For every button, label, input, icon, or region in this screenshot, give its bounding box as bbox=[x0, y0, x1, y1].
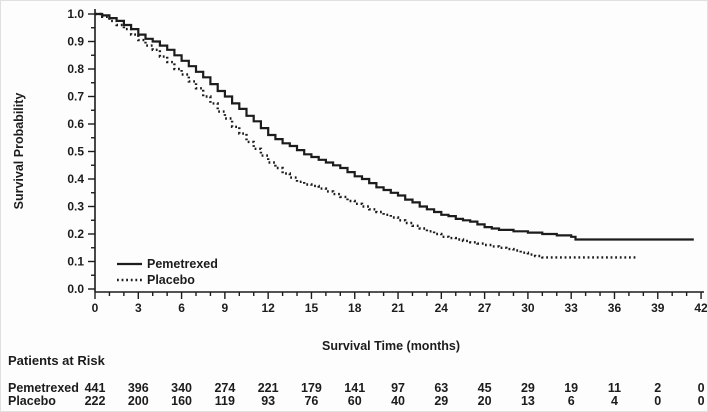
at-risk-count-placebo-m30: 13 bbox=[521, 394, 535, 408]
y-tick-label: 0.1 bbox=[67, 255, 84, 269]
at-risk-count-pemetrexed-m3: 396 bbox=[128, 381, 149, 395]
y-axis-title: Survival Probability bbox=[12, 93, 26, 210]
at-risk-count-pemetrexed-m21: 97 bbox=[391, 381, 405, 395]
at-risk-count-placebo-m42: 0 bbox=[698, 394, 705, 408]
axes bbox=[88, 9, 704, 299]
y-tick-label: 0.9 bbox=[67, 35, 84, 49]
at-risk-count-placebo-m18: 60 bbox=[348, 394, 362, 408]
legend-label-pemetrexed: Pemetrexed bbox=[147, 257, 218, 271]
at-risk-row-label-placebo: Placebo bbox=[8, 394, 56, 408]
at-risk-count-pemetrexed-m9: 274 bbox=[214, 381, 235, 395]
at-risk-count-placebo-m39: 0 bbox=[654, 394, 661, 408]
at-risk-count-placebo-m6: 160 bbox=[171, 394, 192, 408]
y-axis-tick-labels: 1.0 0.9 0.8 0.7 0.6 0.5 0.4 0.3 0.2 0.1 0.0 bbox=[67, 7, 84, 296]
at-risk-heading: Patients at Risk bbox=[8, 353, 106, 368]
at-risk-count-pemetrexed-m42: 0 bbox=[698, 381, 705, 395]
x-tick-label: 42 bbox=[694, 301, 708, 315]
x-tick-label: 3 bbox=[135, 301, 142, 315]
y-tick-label: 0.3 bbox=[67, 200, 84, 214]
y-tick-label: 0.5 bbox=[67, 145, 84, 159]
at-risk-count-placebo-m36: 4 bbox=[611, 394, 618, 408]
y-tick-label: 0.2 bbox=[67, 227, 84, 241]
at-risk-count-pemetrexed-m27: 45 bbox=[478, 381, 492, 395]
at-risk-count-pemetrexed-m15: 179 bbox=[301, 381, 322, 395]
legend-label-placebo: Placebo bbox=[147, 273, 195, 287]
x-tick-label: 21 bbox=[391, 301, 405, 315]
at-risk-count-placebo-m24: 29 bbox=[434, 394, 448, 408]
x-tick-label: 30 bbox=[521, 301, 535, 315]
y-tick-label: 1.0 bbox=[67, 7, 84, 21]
at-risk-count-pemetrexed-m24: 63 bbox=[434, 381, 448, 395]
x-tick-label: 36 bbox=[608, 301, 622, 315]
at-risk-count-placebo-m27: 20 bbox=[478, 394, 492, 408]
at-risk-row-label-pemetrexed: Pemetrexed bbox=[8, 381, 79, 395]
y-tick-label: 0.0 bbox=[67, 282, 84, 296]
y-tick-label: 0.8 bbox=[67, 62, 84, 76]
at-risk-count-pemetrexed-m12: 221 bbox=[258, 381, 279, 395]
x-axis-tick-labels: 0 3 6 9 12 15 18 21 24 27 30 33 36 39 42 bbox=[92, 301, 708, 315]
at-risk-count-pemetrexed-m6: 340 bbox=[171, 381, 192, 395]
survival-curves bbox=[95, 12, 694, 259]
x-tick-label: 12 bbox=[261, 301, 275, 315]
at-risk-count-placebo-m9: 119 bbox=[215, 394, 235, 408]
x-tick-label: 39 bbox=[651, 301, 665, 315]
curve-pemetrexed bbox=[95, 12, 694, 241]
x-tick-label: 33 bbox=[565, 301, 579, 315]
at-risk-count-placebo-m21: 40 bbox=[391, 394, 405, 408]
x-tick-label: 6 bbox=[178, 301, 185, 315]
y-tick-label: 0.7 bbox=[67, 90, 84, 104]
x-tick-label: 9 bbox=[222, 301, 229, 315]
legend: Pemetrexed Placebo bbox=[117, 257, 218, 287]
at-risk-count-placebo-m12: 93 bbox=[261, 394, 275, 408]
at-risk-count-placebo-m15: 76 bbox=[304, 394, 318, 408]
at-risk-count-placebo-m0: 222 bbox=[85, 394, 106, 408]
x-tick-label: 18 bbox=[348, 301, 362, 315]
x-tick-label: 27 bbox=[478, 301, 492, 315]
at-risk-count-pemetrexed-m39: 2 bbox=[654, 381, 661, 395]
at-risk-count-pemetrexed-m30: 29 bbox=[521, 381, 535, 395]
curve-placebo bbox=[95, 12, 637, 259]
x-tick-label: 0 bbox=[92, 301, 99, 315]
x-tick-label: 24 bbox=[435, 301, 449, 315]
at-risk-count-placebo-m33: 6 bbox=[568, 394, 575, 408]
at-risk-count-pemetrexed-m36: 11 bbox=[608, 381, 621, 395]
at-risk-count-pemetrexed-m0: 441 bbox=[85, 381, 106, 395]
y-tick-label: 0.6 bbox=[67, 117, 84, 131]
at-risk-count-pemetrexed-m33: 19 bbox=[564, 381, 578, 395]
x-axis-title: Survival Time (months) bbox=[322, 339, 460, 353]
at-risk-count-pemetrexed-m18: 141 bbox=[344, 381, 365, 395]
at-risk-count-placebo-m3: 200 bbox=[128, 394, 149, 408]
y-tick-label: 0.4 bbox=[67, 172, 84, 186]
x-tick-label: 15 bbox=[305, 301, 319, 315]
